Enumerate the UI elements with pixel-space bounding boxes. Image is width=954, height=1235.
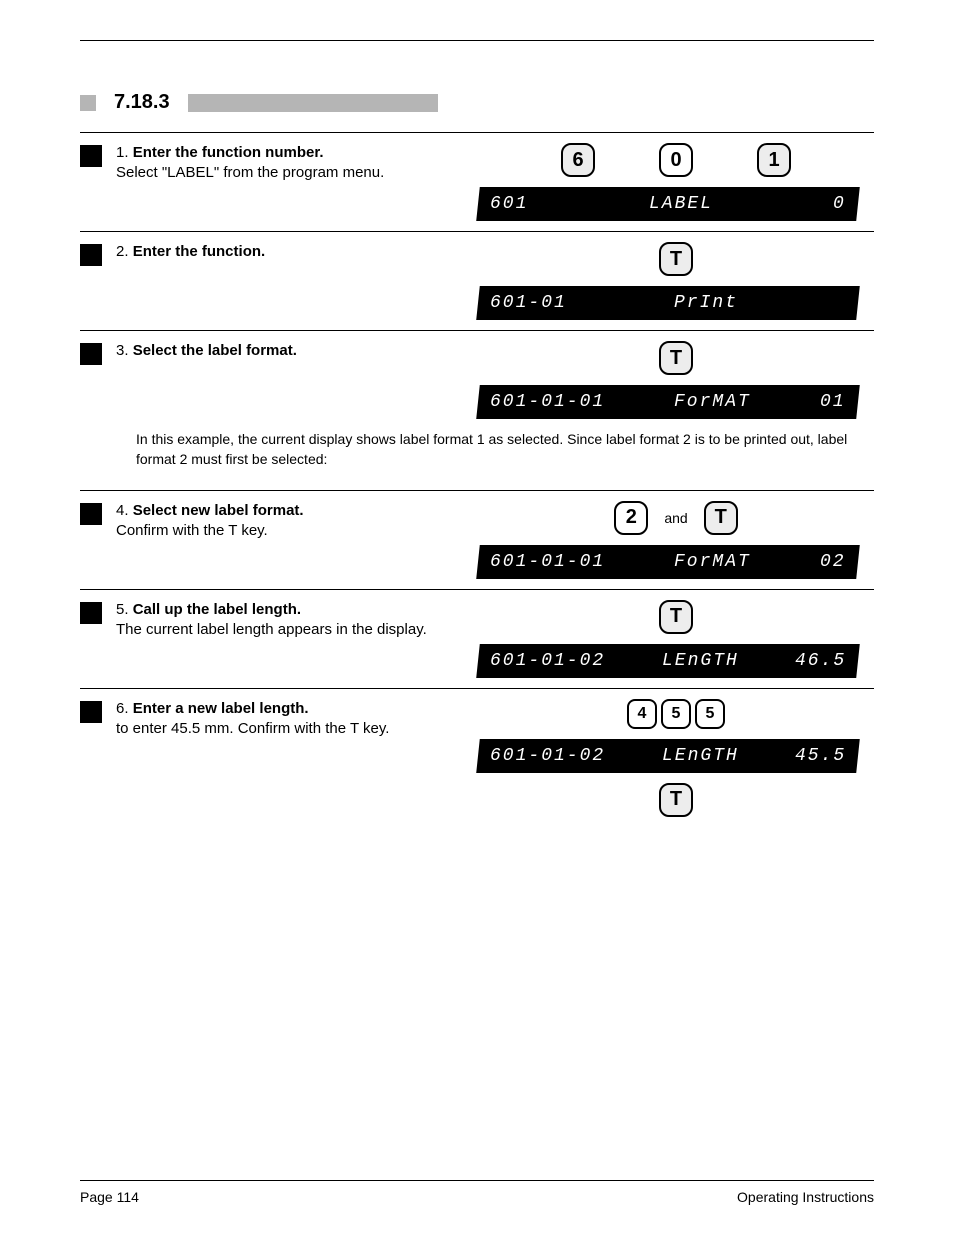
lcd-right: 01 bbox=[820, 392, 846, 412]
step-title: Select the label format. bbox=[133, 342, 297, 359]
lcd-mid: ForMAT bbox=[674, 552, 751, 572]
section-title-bar bbox=[188, 94, 438, 112]
keypad-button-4[interactable]: 4 bbox=[627, 699, 657, 729]
step-bullet bbox=[80, 244, 102, 266]
lcd-display: 601-01-02 LEnGTH 46.5 bbox=[476, 644, 860, 678]
step-body: Confirm with the T key. bbox=[116, 522, 268, 539]
keypad-button-t[interactable]: T bbox=[659, 242, 693, 276]
lcd-mid: PrInt bbox=[674, 293, 738, 313]
step-3: 3. Select the label format. T 601-01-01 … bbox=[80, 330, 874, 419]
button-row-bottom: T bbox=[478, 783, 874, 817]
step-title: Select new label format. bbox=[133, 502, 304, 519]
step-number: 6 bbox=[116, 700, 124, 717]
button-row: 2 and T bbox=[478, 501, 874, 535]
footer-left: Page 114 bbox=[80, 1189, 139, 1205]
lcd-left: 601-01 bbox=[490, 293, 567, 313]
step-1: 1. Enter the function number. Select "LA… bbox=[80, 132, 874, 221]
lcd-left: 601 bbox=[490, 194, 528, 214]
lcd-mid: LEnGTH bbox=[662, 651, 739, 671]
section-header: 7.18.3 bbox=[80, 91, 874, 114]
lcd-right: 02 bbox=[820, 552, 846, 572]
section-number: 7.18.3 bbox=[114, 91, 170, 114]
lcd-mid: LEnGTH bbox=[662, 746, 739, 766]
step-bullet bbox=[80, 145, 102, 167]
keypad-button-5b[interactable]: 5 bbox=[695, 699, 725, 729]
step-body: to enter 45.5 mm. Confirm with the T key… bbox=[116, 720, 389, 737]
step-bullet bbox=[80, 503, 102, 525]
keypad-button-t[interactable]: T bbox=[659, 783, 693, 817]
section-bullet bbox=[80, 95, 96, 111]
lcd-left: 601-01-01 bbox=[490, 392, 605, 412]
step-number: 3 bbox=[116, 342, 124, 359]
and-text: and bbox=[660, 510, 691, 526]
lcd-right: 46.5 bbox=[795, 651, 846, 671]
keypad-button-6[interactable]: 6 bbox=[561, 143, 595, 177]
lcd-display: 601-01-01 ForMAT 02 bbox=[476, 545, 860, 579]
page-footer: Page 114 Operating Instructions bbox=[80, 1180, 874, 1205]
lcd-left: 601-01-01 bbox=[490, 552, 605, 572]
top-rule bbox=[80, 40, 874, 41]
step-bullet bbox=[80, 602, 102, 624]
step-title: Enter a new label length. bbox=[133, 700, 309, 717]
footer-right: Operating Instructions bbox=[737, 1189, 874, 1205]
keypad-button-t[interactable]: T bbox=[659, 600, 693, 634]
lcd-mid: ForMAT bbox=[674, 392, 751, 412]
manual-page: 7.18.3 1. Enter the function number. Sel… bbox=[0, 0, 954, 1235]
step-title: Enter the function number. bbox=[133, 144, 324, 161]
lcd-left: 601-01-02 bbox=[490, 746, 605, 766]
keypad-button-0[interactable]: 0 bbox=[659, 143, 693, 177]
lcd-display: 601-01 PrInt bbox=[476, 286, 860, 320]
lcd-right: 0 bbox=[833, 194, 846, 214]
button-row-top: 4 5 5 bbox=[478, 699, 874, 729]
step-number: 4 bbox=[116, 502, 124, 519]
button-row: 6 0 1 bbox=[478, 143, 874, 177]
keypad-button-5[interactable]: 5 bbox=[661, 699, 691, 729]
step-2: 2. Enter the function. T 601-01 PrInt bbox=[80, 231, 874, 320]
mid-note: In this example, the current display sho… bbox=[80, 429, 874, 470]
step-bullet bbox=[80, 343, 102, 365]
keypad-button-t[interactable]: T bbox=[659, 341, 693, 375]
step-body: Select "LABEL" from the program menu. bbox=[116, 164, 384, 181]
lcd-right: 45.5 bbox=[795, 746, 846, 766]
keypad-button-2[interactable]: 2 bbox=[614, 501, 648, 535]
keypad-button-t[interactable]: T bbox=[704, 501, 738, 535]
step-title: Call up the label length. bbox=[133, 601, 301, 618]
lcd-display: 601-01-01 ForMAT 01 bbox=[476, 385, 860, 419]
lcd-mid: LABEL bbox=[649, 194, 713, 214]
keypad-button-1[interactable]: 1 bbox=[757, 143, 791, 177]
lcd-display: 601-01-02 LEnGTH 45.5 bbox=[476, 739, 860, 773]
step-title: Enter the function. bbox=[133, 243, 266, 260]
button-row: T bbox=[478, 242, 874, 276]
step-number: 5 bbox=[116, 601, 124, 618]
button-row: T bbox=[478, 341, 874, 375]
button-row: T bbox=[478, 600, 874, 634]
step-number: 1 bbox=[116, 144, 124, 161]
step-body: The current label length appears in the … bbox=[116, 621, 427, 638]
step-5: 5. Call up the label length. The current… bbox=[80, 589, 874, 678]
step-6: 6. Enter a new label length. to enter 45… bbox=[80, 688, 874, 827]
lcd-left: 601-01-02 bbox=[490, 651, 605, 671]
step-bullet bbox=[80, 701, 102, 723]
step-4: 4. Select new label format. Confirm with… bbox=[80, 490, 874, 579]
step-number: 2 bbox=[116, 243, 124, 260]
lcd-display: 601 LABEL 0 bbox=[476, 187, 860, 221]
